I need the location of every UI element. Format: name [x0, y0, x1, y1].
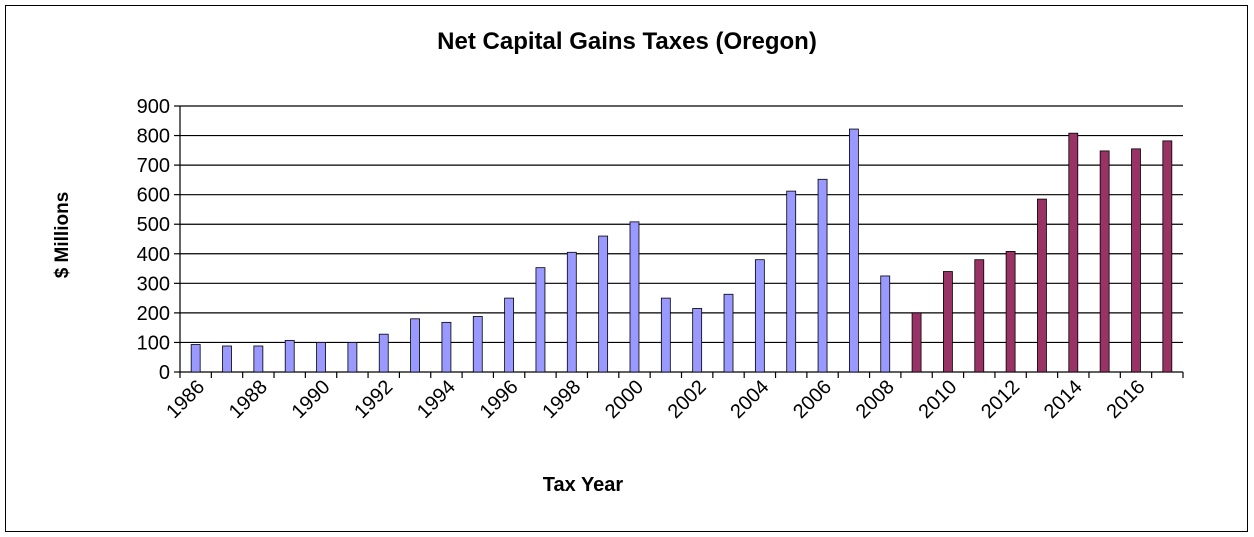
bar	[1162, 140, 1173, 373]
chart-title: Net Capital Gains Taxes (Oregon)	[437, 28, 817, 55]
bar	[316, 342, 326, 373]
bar	[1131, 148, 1141, 373]
x-tick-label: 2014	[1040, 376, 1087, 423]
bar	[880, 275, 891, 373]
bar	[1068, 132, 1079, 373]
y-tick-label: 500	[137, 214, 170, 236]
bar	[786, 190, 797, 373]
y-tick-label: 800	[137, 126, 170, 148]
x-tick-label: 1990	[288, 376, 335, 423]
bar	[598, 235, 609, 373]
bar	[410, 318, 420, 373]
bar	[190, 344, 201, 373]
bar	[378, 333, 389, 373]
bar	[974, 259, 985, 373]
y-tick-label: 0	[159, 362, 170, 384]
bar	[660, 297, 671, 373]
bar	[535, 267, 546, 373]
bar	[629, 221, 640, 373]
y-tick-label: 200	[137, 303, 170, 325]
bar	[253, 345, 264, 373]
x-axis-label: Tax Year	[542, 474, 624, 496]
y-tick-label: 600	[137, 185, 170, 207]
bar	[1099, 150, 1110, 373]
bar	[848, 128, 859, 373]
bar	[284, 339, 295, 373]
x-tick-label: 2008	[852, 376, 899, 423]
x-tick-label: 1992	[350, 376, 397, 423]
x-tick-label: 2004	[726, 376, 773, 423]
bar	[754, 259, 765, 373]
bar	[504, 297, 515, 373]
bar	[911, 312, 922, 373]
y-tick-label: 100	[137, 332, 170, 354]
x-tick-label: 1998	[538, 376, 585, 423]
bar	[943, 271, 953, 373]
bar	[723, 293, 734, 373]
bar	[1037, 198, 1047, 373]
x-tick-label: 2006	[789, 376, 836, 423]
bar	[1005, 251, 1016, 373]
bar	[817, 178, 828, 373]
x-tick-label: 2016	[1102, 376, 1149, 423]
x-tick-label: 2012	[977, 376, 1024, 423]
y-tick-label: 300	[137, 273, 170, 295]
bar	[472, 316, 483, 373]
x-tick-label: 2000	[601, 376, 648, 423]
bar	[692, 308, 703, 373]
y-tick-label: 900	[137, 96, 170, 118]
bar	[441, 321, 452, 373]
bar	[222, 345, 232, 373]
bar	[347, 342, 358, 373]
x-tick-label: 1994	[413, 376, 460, 423]
x-tick-label: 2002	[664, 376, 711, 423]
x-tick-label: 1988	[225, 376, 272, 423]
bar	[566, 251, 577, 373]
y-tick-label: 700	[137, 155, 170, 177]
y-tick-label: 400	[137, 244, 170, 266]
x-tick-label: 1996	[476, 376, 523, 423]
x-tick-label: 2010	[914, 376, 961, 423]
